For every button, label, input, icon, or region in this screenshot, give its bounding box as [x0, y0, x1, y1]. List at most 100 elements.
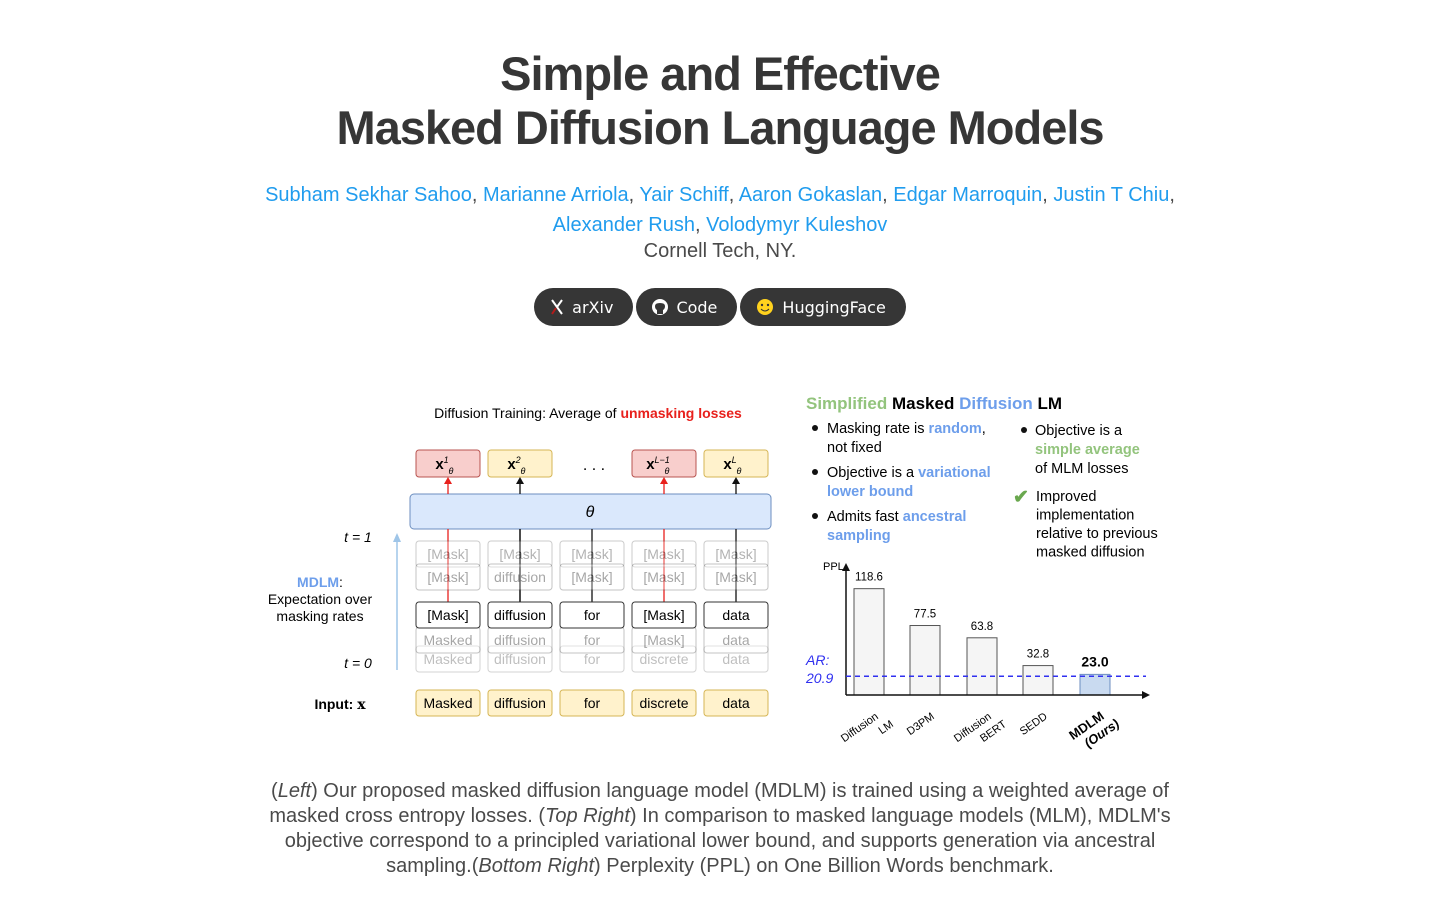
arxiv-button[interactable]: arXiv [534, 288, 634, 326]
token-box [487, 645, 553, 673]
arrow-head [393, 533, 401, 542]
text-segment: LM [1037, 394, 1062, 413]
sup: L [732, 455, 737, 465]
arrow-head [444, 477, 452, 484]
token-box [559, 689, 625, 717]
token: [Mask] [415, 601, 481, 629]
token-box [559, 601, 625, 629]
value-label: 77.5 [914, 609, 936, 621]
sub: θ [449, 466, 454, 476]
author-link[interactable]: Aaron Gokaslan [738, 184, 883, 206]
y-axis-label: PPL [823, 561, 844, 573]
value-label: 118.6 [855, 572, 883, 584]
token-box [415, 601, 481, 629]
figure-text: Objective is a [1035, 423, 1123, 439]
huggingface-button[interactable]: HuggingFace [740, 288, 906, 326]
t-label: t = 0 [344, 655, 372, 671]
token-box [415, 540, 481, 568]
token-label: data [722, 632, 749, 648]
token-label: Masked [423, 632, 472, 648]
figure-text: lower bound [827, 484, 913, 500]
token-label: for [584, 607, 601, 623]
token-box [631, 540, 697, 568]
button-label: Code [676, 297, 718, 317]
author-link[interactable]: Justin T Chiu [1053, 184, 1170, 206]
bar [1022, 665, 1054, 696]
author-link[interactable]: Volodymyr Kuleshov [706, 214, 888, 236]
token-box [703, 689, 769, 717]
figure-text: Masking rate is random, [827, 421, 986, 437]
arrow-head [660, 477, 668, 484]
figure-text: Admits fast ancestral [827, 509, 966, 525]
sup: L−1 [655, 455, 670, 465]
bullet [812, 469, 818, 475]
token-box [487, 601, 553, 629]
text-segment: not fixed [827, 440, 882, 456]
base: x [507, 456, 516, 473]
text-segment: Diffusion [959, 394, 1037, 413]
author-link[interactable]: Yair Schiff [639, 184, 729, 206]
token-label: diffusion [494, 651, 546, 667]
token-label: discrete [639, 651, 688, 667]
bar [1079, 673, 1111, 696]
author-link[interactable]: Alexander Rush [552, 214, 695, 236]
value-label: 32.8 [1027, 649, 1049, 661]
token: [Mask] [631, 563, 697, 591]
code-button[interactable]: Code [636, 288, 738, 326]
token-label: for [584, 651, 601, 667]
sub: θ [521, 466, 526, 476]
caption-text: Left [277, 780, 312, 802]
token: data [703, 601, 769, 629]
token: for [559, 626, 625, 654]
mdlm-note: Expectation over [268, 591, 373, 607]
token-box [631, 645, 697, 673]
text-segment: Admits fast [827, 509, 903, 525]
token-box [415, 689, 481, 717]
text-segment: Simplified [806, 394, 892, 413]
sup: 2 [515, 455, 521, 465]
text-segment: , [982, 421, 986, 437]
caption-text: ) Our proposed masked diffusion language… [269, 780, 1169, 827]
authors: Subham Sekhar Sahoo, Marianne Arriola, Y… [265, 184, 1175, 236]
text-segment: simple average [1035, 442, 1140, 458]
token-box [703, 563, 769, 591]
text-segment: unmasking losses [620, 405, 742, 421]
token-label: diffusion [494, 695, 546, 711]
token-label: data [722, 607, 749, 623]
figure-text: not fixed [827, 440, 882, 456]
token-label: Masked [423, 651, 472, 667]
token-label: diffusion [494, 607, 546, 623]
author-link[interactable]: Subham Sekhar Sahoo [265, 184, 472, 206]
category-line: SEDD [1018, 711, 1050, 738]
theta-label: θ [586, 504, 595, 521]
token: [Mask] [415, 540, 481, 568]
token: diffusion [487, 645, 553, 673]
category-label: DiffusionLM [839, 706, 896, 757]
token: [Mask] [631, 626, 697, 654]
text-segment: Objective is a [1035, 423, 1123, 439]
title-line: Simple and Effective [500, 47, 941, 100]
figure-text: Diffusion Training: Average of unmasking… [434, 405, 742, 421]
check-note: relative to previous [1036, 526, 1158, 542]
author-link[interactable]: Marianne Arriola [483, 184, 629, 206]
check-note: masked diffusion [1036, 545, 1145, 561]
author-link[interactable]: Edgar Marroquin [893, 184, 1043, 206]
arxiv-icon [551, 299, 563, 315]
model-box [409, 493, 772, 530]
token-label: [Mask] [643, 632, 684, 648]
token-label: [Mask] [427, 569, 468, 585]
sup: 1 [444, 455, 449, 465]
token-label: diffusion [494, 569, 546, 585]
t-label: t = 1 [344, 529, 372, 545]
token: diffusion [487, 563, 553, 591]
base: x [723, 456, 732, 473]
bullet [1021, 427, 1027, 433]
text-segment: Diffusion Training: Average of [434, 405, 620, 421]
text-segment: MDLM [297, 574, 339, 590]
token-box [559, 645, 625, 673]
token: [Mask] [559, 540, 625, 568]
mdlm-note: masking rates [276, 608, 363, 624]
bar [966, 637, 998, 696]
button-label: arXiv [572, 297, 614, 317]
